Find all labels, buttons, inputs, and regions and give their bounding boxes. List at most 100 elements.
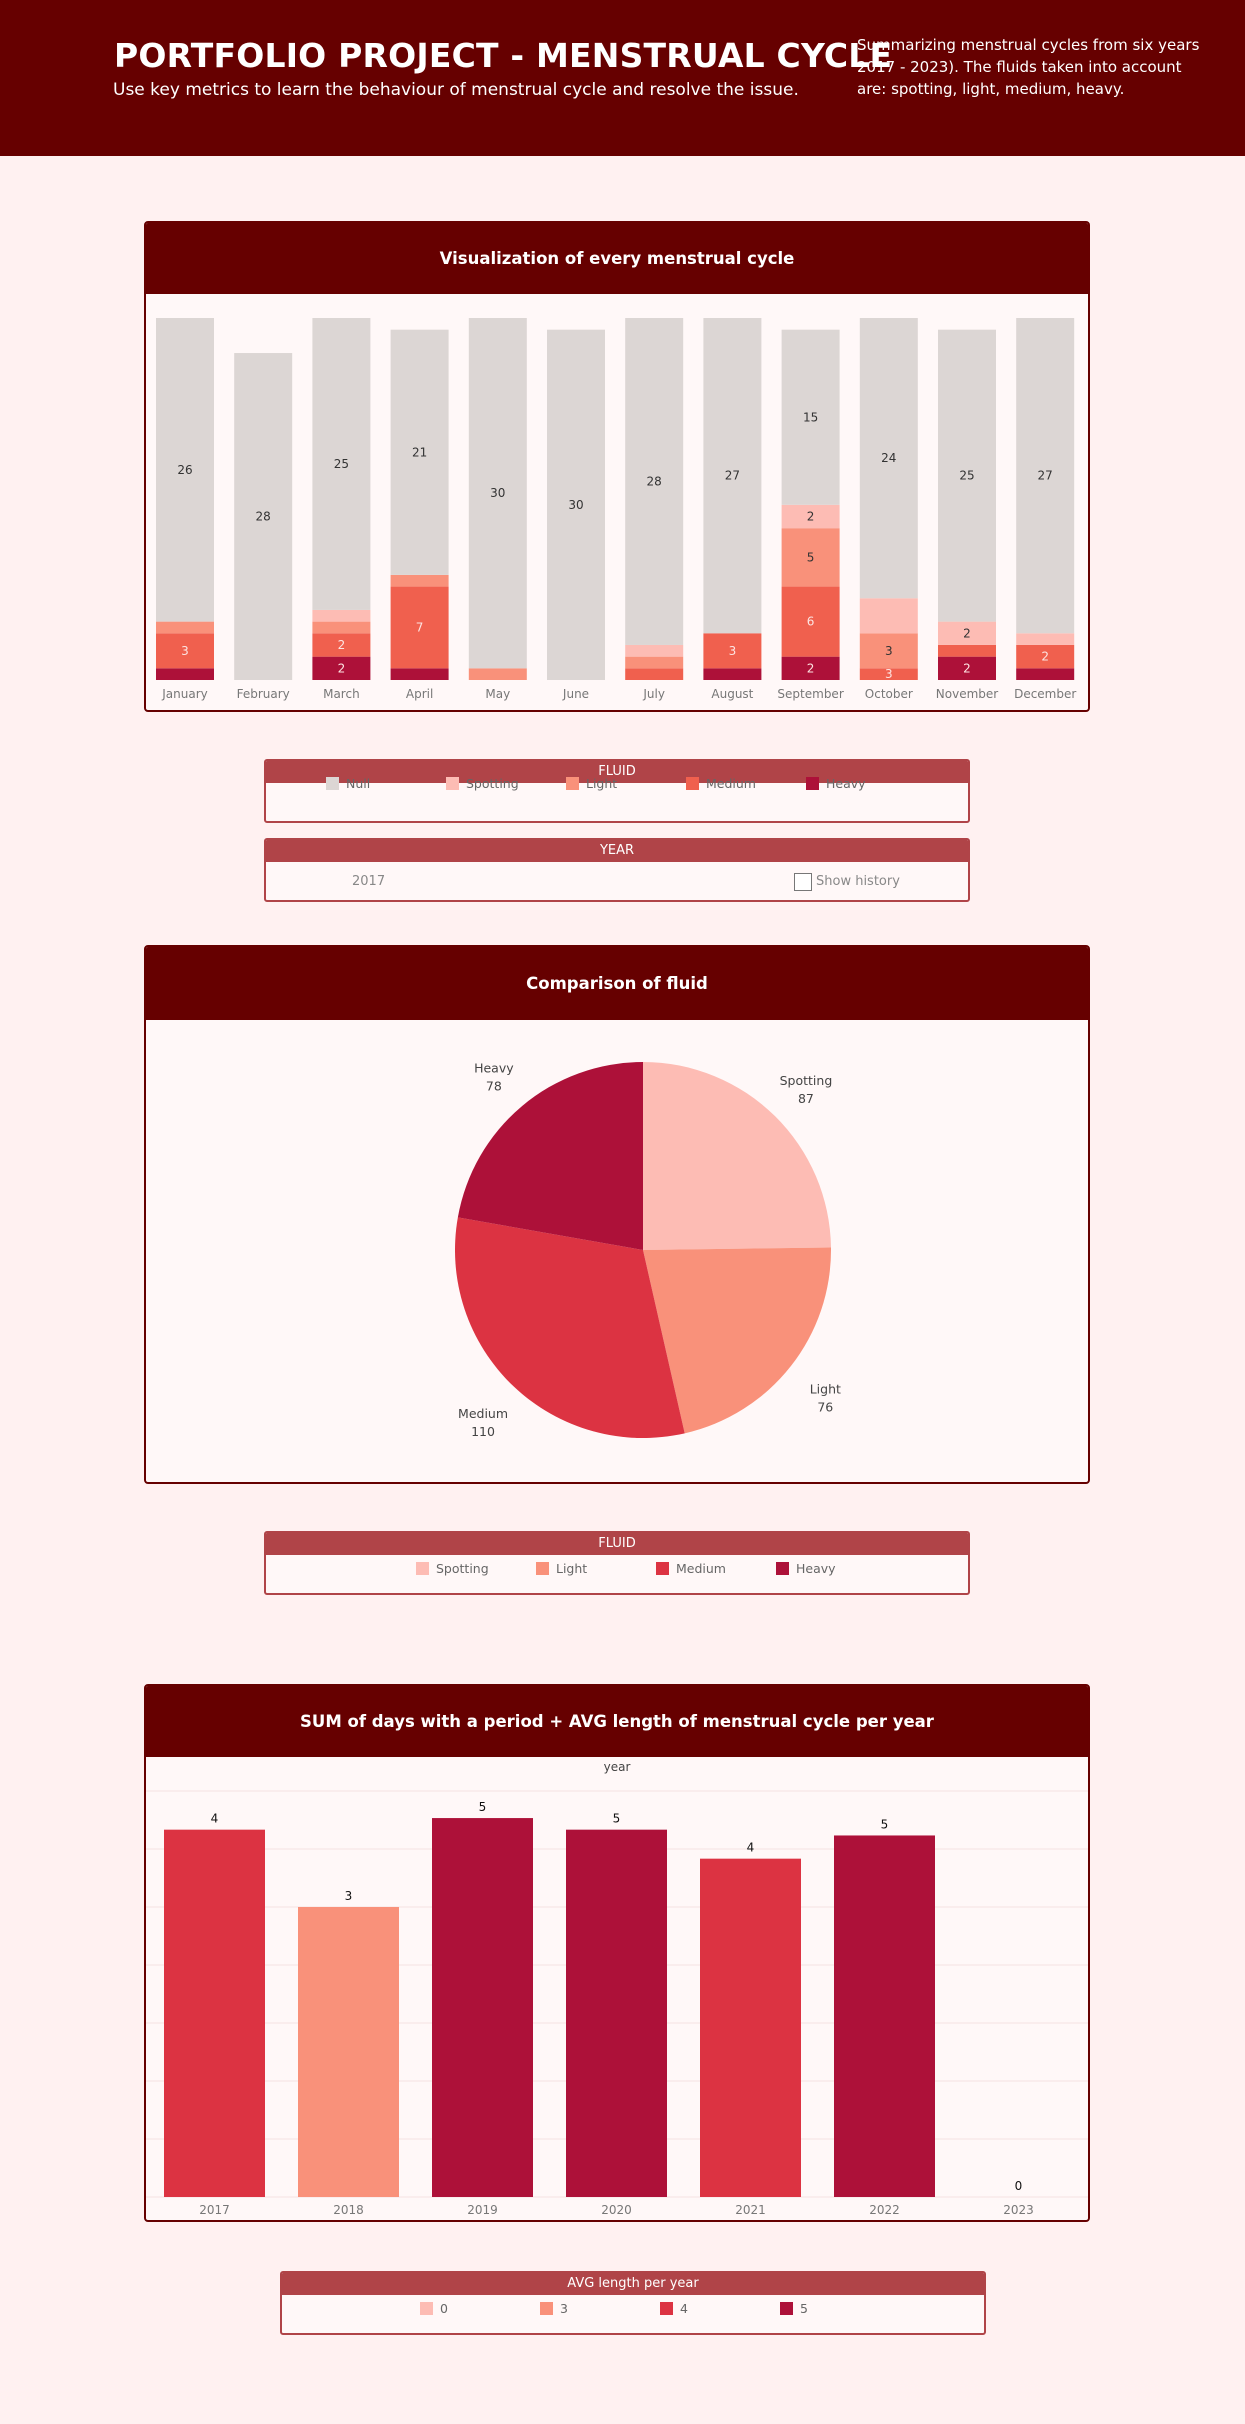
bar-segment-medium-july[interactable] bbox=[625, 668, 684, 680]
bar-segment-light-january[interactable] bbox=[156, 621, 214, 634]
bar-segment-light-september[interactable] bbox=[781, 528, 840, 587]
bar-segment-light-april[interactable] bbox=[390, 574, 449, 587]
legend-item-medium[interactable]: Medium bbox=[686, 776, 756, 791]
bar-segment-medium-october[interactable] bbox=[859, 668, 918, 680]
x-tick-january: January bbox=[161, 687, 208, 701]
bar-segment-null-october[interactable] bbox=[859, 318, 918, 599]
bar-segment-null-april[interactable] bbox=[390, 329, 449, 575]
bar-segment-heavy-january[interactable] bbox=[156, 668, 214, 680]
legend-swatch-4 bbox=[660, 2302, 673, 2315]
year-bar-2019[interactable] bbox=[432, 1818, 533, 2197]
data-label-spotting-september: 2 bbox=[807, 510, 815, 524]
bar-segment-spotting-november[interactable] bbox=[938, 621, 996, 645]
bar-segment-null-november[interactable] bbox=[938, 329, 996, 622]
data-label-null-december: 27 bbox=[1038, 469, 1053, 483]
bar-segment-null-february[interactable] bbox=[234, 353, 293, 680]
year-bar-label-2021: 4 bbox=[747, 1841, 755, 1855]
year-bar-2022[interactable] bbox=[834, 1835, 935, 2197]
bar-segment-null-january[interactable] bbox=[156, 318, 214, 622]
year-bar-2020[interactable] bbox=[566, 1829, 667, 2197]
bar-segment-null-august[interactable] bbox=[703, 318, 762, 634]
legend-item-3[interactable]: 3 bbox=[540, 2301, 568, 2316]
legend-label-spotting: Spotting bbox=[436, 1561, 489, 1576]
legend-item-spotting[interactable]: Spotting bbox=[416, 1561, 489, 1576]
x-tick-2018: 2018 bbox=[333, 2203, 364, 2217]
year-filter-value[interactable]: 2017 bbox=[352, 874, 386, 889]
x-tick-2019: 2019 bbox=[467, 2203, 498, 2217]
yearly-summary-panel: SUM of days with a period + AVG length o… bbox=[144, 1684, 1090, 2222]
cycle-chart-title: Visualization of every menstrual cycle bbox=[146, 223, 1088, 294]
yearly-chart-title: SUM of days with a period + AVG length o… bbox=[146, 1686, 1088, 1757]
legend-item-medium[interactable]: Medium bbox=[656, 1561, 726, 1576]
legend-item-null[interactable]: Null bbox=[326, 776, 370, 791]
pie-value-heavy: 78 bbox=[486, 1078, 502, 1093]
year-bar-2021[interactable] bbox=[700, 1858, 801, 2197]
year-bar-label-2022: 5 bbox=[881, 1817, 889, 1831]
show-history-label[interactable]: Show history bbox=[816, 874, 900, 889]
bar-segment-heavy-november[interactable] bbox=[938, 656, 996, 680]
legend-item-heavy[interactable]: Heavy bbox=[776, 1561, 836, 1576]
pie-slice-heavy[interactable] bbox=[457, 1062, 643, 1250]
bar-segment-null-may[interactable] bbox=[468, 318, 527, 669]
legend-item-0[interactable]: 0 bbox=[420, 2301, 448, 2316]
bar-segment-medium-november[interactable] bbox=[938, 644, 996, 657]
bar-segment-null-july[interactable] bbox=[625, 318, 684, 645]
x-tick-2017: 2017 bbox=[199, 2203, 230, 2217]
bar-segment-heavy-april[interactable] bbox=[390, 668, 449, 680]
bar-segment-heavy-march[interactable] bbox=[312, 656, 371, 680]
bar-segment-spotting-march[interactable] bbox=[312, 609, 371, 622]
bar-segment-heavy-august[interactable] bbox=[703, 668, 762, 680]
legend-label-0: 0 bbox=[440, 2301, 448, 2316]
bar-segment-medium-march[interactable] bbox=[312, 633, 371, 657]
x-tick-2020: 2020 bbox=[601, 2203, 632, 2217]
bar-segment-heavy-december[interactable] bbox=[1016, 668, 1075, 680]
year-bar-label-2018: 3 bbox=[345, 1889, 353, 1903]
legend-item-light[interactable]: Light bbox=[536, 1561, 587, 1576]
bar-segment-heavy-september[interactable] bbox=[781, 656, 840, 680]
show-history-checkbox[interactable] bbox=[794, 873, 812, 891]
year-bar-label-2020: 5 bbox=[613, 1812, 621, 1826]
bar-segment-medium-august[interactable] bbox=[703, 633, 762, 669]
bar-segment-light-july[interactable] bbox=[625, 656, 684, 669]
bar-segment-null-june[interactable] bbox=[547, 329, 605, 680]
bar-segment-medium-december[interactable] bbox=[1016, 644, 1075, 669]
pie-value-medium: 110 bbox=[471, 1424, 495, 1439]
pie-slice-spotting[interactable] bbox=[643, 1062, 831, 1250]
pie-slice-light[interactable] bbox=[643, 1247, 831, 1434]
legend-label-light: Light bbox=[556, 1561, 588, 1576]
legend-item-4[interactable]: 4 bbox=[660, 2301, 688, 2316]
bar-segment-spotting-october[interactable] bbox=[859, 598, 918, 634]
x-tick-february: February bbox=[237, 687, 290, 701]
legend-item-light[interactable]: Light bbox=[566, 776, 617, 791]
legend-item-5[interactable]: 5 bbox=[780, 2301, 808, 2316]
legend-label-heavy: Heavy bbox=[826, 776, 866, 791]
data-label-medium-january: 3 bbox=[181, 644, 189, 658]
bar-segment-light-may[interactable] bbox=[468, 668, 527, 680]
bar-segment-medium-january[interactable] bbox=[156, 633, 214, 669]
bar-segment-light-october[interactable] bbox=[859, 633, 918, 669]
year-bar-2017[interactable] bbox=[164, 1829, 265, 2197]
cycle-visualization-panel: Visualization of every menstrual cycle 3… bbox=[144, 221, 1090, 712]
year-bar-2018[interactable] bbox=[298, 1907, 399, 2197]
avg-length-legend: AVG length per year 0 3 4 5 bbox=[280, 2271, 986, 2335]
x-tick-may: May bbox=[485, 687, 510, 701]
bar-segment-null-september[interactable] bbox=[781, 329, 840, 505]
bar-segment-null-march[interactable] bbox=[312, 318, 371, 610]
bar-segment-spotting-december[interactable] bbox=[1016, 633, 1075, 645]
bar-segment-null-december[interactable] bbox=[1016, 318, 1075, 634]
pie-label-heavy: Heavy bbox=[474, 1060, 514, 1075]
bar-segment-spotting-july[interactable] bbox=[625, 644, 684, 657]
data-label-light-october: 3 bbox=[885, 644, 893, 658]
bar-segment-medium-april[interactable] bbox=[390, 586, 449, 669]
x-tick-april: April bbox=[406, 687, 433, 701]
data-label-null-march: 25 bbox=[334, 457, 349, 471]
pie-slice-medium[interactable] bbox=[455, 1217, 685, 1438]
bar-segment-light-march[interactable] bbox=[312, 621, 371, 634]
data-label-null-october: 24 bbox=[881, 451, 896, 465]
legend-swatch-medium bbox=[686, 777, 699, 790]
legend-item-spotting[interactable]: Spotting bbox=[446, 776, 519, 791]
bar-segment-medium-september[interactable] bbox=[781, 586, 840, 657]
legend-label-4: 4 bbox=[680, 2301, 688, 2316]
legend-item-heavy[interactable]: Heavy bbox=[806, 776, 866, 791]
bar-segment-spotting-september[interactable] bbox=[781, 504, 840, 529]
